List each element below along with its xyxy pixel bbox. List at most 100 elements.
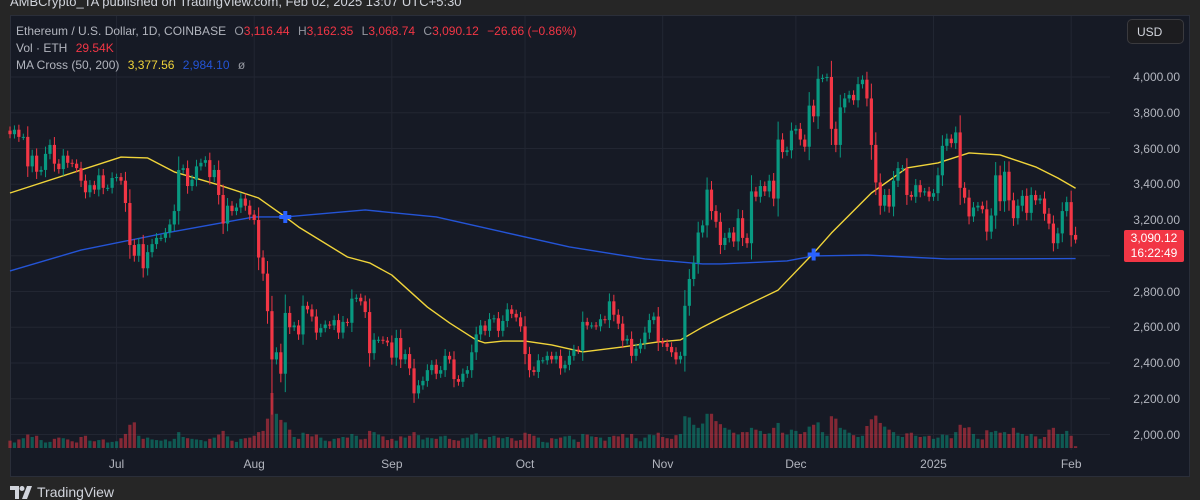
volume-bar [563, 436, 567, 448]
candle-body [905, 168, 909, 195]
candle-body [856, 84, 860, 101]
candle-body [394, 337, 398, 358]
volume-bar [114, 441, 119, 448]
volume-bar [461, 438, 465, 448]
volume-bar [75, 442, 79, 448]
volume-bar [736, 434, 740, 448]
volume-bar [385, 440, 389, 448]
volume-bar [234, 441, 239, 448]
volume-bar [772, 427, 776, 448]
volume-bar [381, 436, 385, 448]
candle-body [70, 162, 74, 164]
volume-bar [887, 429, 891, 448]
ma-cross-legend[interactable]: MA Cross (50, 200) 3,377.56 2,984.10 ø [16, 58, 250, 72]
volume-bar [931, 438, 936, 448]
candle-body [199, 162, 203, 167]
volume-bar [603, 440, 607, 448]
candle-body [381, 339, 385, 341]
volume-bar [705, 413, 709, 448]
candle-body [994, 175, 998, 216]
volume-bar [798, 433, 802, 448]
candle-body [292, 325, 296, 328]
symbol-title[interactable]: Ethereum / U.S. Dollar, 1D, COINBASE [16, 24, 227, 38]
candle-body [274, 352, 278, 360]
volume-bar [283, 422, 287, 448]
tradingview-logo[interactable]: TradingView [10, 484, 114, 500]
candle-body [576, 349, 580, 351]
volume-bar [350, 433, 354, 448]
candle-body [434, 364, 438, 374]
volume-bar [829, 416, 833, 448]
volume-bar [989, 432, 993, 448]
candle-body [656, 316, 660, 342]
candle-body [270, 311, 274, 360]
volume-bar [536, 437, 540, 448]
candle-body [137, 244, 141, 256]
candle-body [616, 314, 620, 324]
candle-body [1051, 223, 1055, 244]
volume-value: 29.54K [75, 41, 114, 55]
candle-body [168, 224, 172, 233]
candle-body [532, 370, 536, 372]
volume-bar [558, 437, 563, 448]
candle-body [172, 211, 176, 225]
volume-bar [345, 437, 350, 448]
volume-bar [758, 430, 762, 448]
candle-body [838, 107, 842, 145]
volume-bar [612, 435, 616, 448]
price-tick-label: 2,400.00 [1133, 356, 1180, 370]
candle-body [465, 370, 469, 374]
candle-body [967, 197, 971, 217]
volume-bar [26, 434, 30, 448]
volume-legend[interactable]: Vol · ETH 29.54K [16, 41, 119, 55]
candle-body [891, 180, 896, 207]
currency-button[interactable]: USD [1127, 19, 1184, 44]
volume-bar [594, 437, 598, 448]
candle-body [634, 348, 638, 356]
candle-body [79, 168, 83, 181]
tradingview-logo-icon [10, 485, 32, 499]
candle-body [159, 237, 163, 239]
time-tick-label: Sep [381, 457, 403, 471]
candle-body [940, 145, 944, 176]
volume-bar [354, 435, 358, 448]
volume-bar [83, 435, 88, 448]
candle-body [363, 301, 367, 313]
candle-body [163, 232, 167, 238]
volume-bar [825, 435, 829, 448]
volume-bar [860, 435, 865, 448]
volume-bar [954, 432, 958, 448]
volume-bar [634, 438, 638, 448]
candle-body [39, 169, 43, 172]
candle-body [652, 316, 656, 321]
volume-bar [21, 438, 25, 448]
volume-bar [70, 441, 74, 448]
volume-bar [496, 437, 500, 448]
time-tick-label: Dec [785, 457, 807, 471]
candle-body [12, 129, 17, 135]
volume-bar [683, 416, 687, 448]
volume-bar [470, 434, 474, 448]
candle-body [297, 325, 301, 335]
candle-body [621, 323, 625, 341]
price-tick-label: 2,800.00 [1133, 284, 1180, 299]
volume-bar [434, 438, 438, 448]
volume-bar [723, 427, 727, 448]
candle-body [439, 370, 443, 374]
volume-bar [714, 421, 718, 448]
volume-bar [146, 437, 150, 448]
volume-bar [980, 439, 984, 448]
volume-bar [527, 433, 532, 448]
high-label: H [297, 24, 307, 38]
volume-bar [265, 418, 270, 448]
volume-bar [225, 436, 230, 448]
candle-body [780, 139, 785, 153]
volume-bar [505, 437, 509, 448]
chart-panel[interactable] [10, 15, 1190, 477]
candle-body [1047, 213, 1051, 224]
candle-body [190, 179, 194, 187]
volume-bar [1034, 436, 1038, 448]
volume-bar [66, 439, 70, 448]
volume-bar [52, 438, 56, 448]
